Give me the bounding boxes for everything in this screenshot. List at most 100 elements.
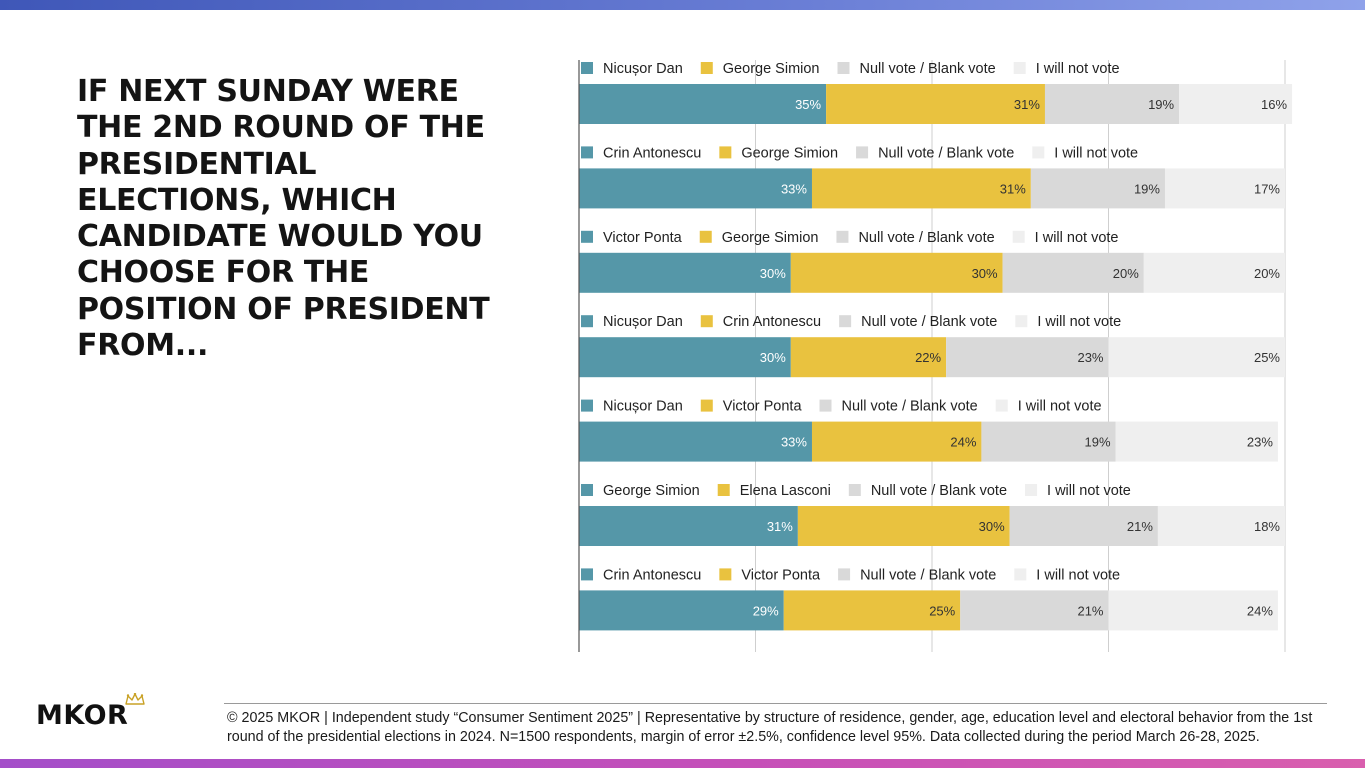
bar-segment <box>579 168 812 209</box>
legend-swatch <box>995 399 1008 412</box>
logo-text: MKOR <box>36 700 129 731</box>
legend-label: Crin Antonescu <box>723 314 821 330</box>
legend-swatch <box>838 568 851 581</box>
legend-label: Null vote / Blank vote <box>878 145 1014 161</box>
data-label: 16% <box>1261 97 1287 112</box>
bar-group: Nicușor Dan Crin Antonescu Null vote / Bla… <box>579 314 1285 378</box>
bar-segment <box>811 421 982 462</box>
legend-swatch <box>719 146 732 159</box>
bottom-accent-bar <box>0 759 1365 768</box>
legend-swatch <box>717 484 730 496</box>
legend-swatch <box>581 62 593 74</box>
legend-label: Crin Antonescu <box>603 145 701 161</box>
legend-label: Nicușor Dan <box>603 61 683 77</box>
data-label: 23% <box>1247 435 1273 450</box>
legend-swatch <box>581 315 593 328</box>
bar-segment <box>826 84 1045 124</box>
legend-swatch <box>819 399 832 412</box>
legend-label: I will not vote <box>1054 145 1138 161</box>
bar-segment <box>1157 506 1285 546</box>
legend-swatch <box>581 146 593 159</box>
legend-swatch <box>1013 62 1026 74</box>
bar-segment <box>1115 421 1278 462</box>
legend-label: Victor Ponta <box>723 399 803 415</box>
data-label: 24% <box>950 435 976 450</box>
data-label: 19% <box>1148 97 1174 112</box>
legend-swatch <box>856 146 869 159</box>
bar-segment <box>783 590 961 631</box>
legend-label: George Simion <box>741 145 838 161</box>
bar-segment <box>790 252 1003 293</box>
bar-segment <box>1044 84 1180 124</box>
legend-label: I will not vote <box>1047 483 1131 499</box>
legend-label: Nicușor Dan <box>603 314 683 330</box>
bar-segment <box>1108 337 1285 378</box>
legend-swatch <box>699 230 712 243</box>
bar-group: Nicușor Dan George Simion Null vote / Blan… <box>579 61 1293 124</box>
legend-swatch <box>581 399 593 412</box>
top-accent-bar <box>0 0 1365 10</box>
legend-label: Victor Ponta <box>603 230 683 246</box>
legend-label: Null vote / Blank vote <box>842 399 978 415</box>
crown-icon <box>125 693 145 705</box>
legend-label: Null vote / Blank vote <box>858 230 994 246</box>
data-label: 20% <box>1113 266 1139 281</box>
legend-label: Null vote / Blank vote <box>860 567 996 583</box>
bar-segment <box>1108 590 1278 631</box>
data-label: 33% <box>781 435 807 450</box>
data-label: 29% <box>753 603 779 618</box>
bar-segment <box>981 421 1116 462</box>
legend-swatch <box>839 315 852 328</box>
data-label: 19% <box>1085 435 1111 450</box>
legend-label: George Simion <box>723 61 820 77</box>
data-label: 19% <box>1134 181 1160 196</box>
legend-swatch <box>1025 484 1038 496</box>
data-label: 21% <box>1077 603 1103 618</box>
legend-swatch <box>581 568 593 581</box>
bar-segment <box>790 337 947 378</box>
bar-segment <box>1179 84 1293 124</box>
bar-segment <box>579 252 791 293</box>
legend-swatch <box>1015 315 1028 328</box>
bar-segment <box>946 337 1109 378</box>
footer-divider <box>224 703 1327 704</box>
bar-group: George Simion Elena Lasconi Null vote / Bl… <box>579 483 1285 546</box>
bar-segment <box>1030 168 1165 209</box>
legend-label: Null vote / Blank vote <box>861 314 997 330</box>
data-label: 31% <box>767 519 793 534</box>
bar-segment <box>960 590 1109 631</box>
data-label: 31% <box>1014 97 1040 112</box>
legend-swatch <box>700 62 713 74</box>
legend-label: Null vote / Blank vote <box>871 483 1007 499</box>
data-label: 25% <box>1254 350 1280 365</box>
data-label: 20% <box>1254 266 1280 281</box>
legend-label: I will not vote <box>1036 567 1120 583</box>
bar-segment <box>579 590 784 631</box>
legend-label: George Simion <box>722 230 819 246</box>
data-label: 30% <box>972 266 998 281</box>
bar-segment <box>811 168 1031 209</box>
bar-group: Crin Antonescu Victor Ponta Null vote / Bl… <box>579 567 1278 631</box>
legend-label: Nicușor Dan <box>603 399 683 415</box>
bar-group: Crin Antonescu George Simion Null vote / B… <box>579 145 1285 209</box>
data-label: 23% <box>1077 350 1103 365</box>
legend-label: George Simion <box>603 483 700 499</box>
footer-methodology-note: © 2025 MKOR | Independent study “Consume… <box>227 710 1313 745</box>
bar-group: Nicușor Dan Victor Ponta Null vote / Blank… <box>579 399 1278 462</box>
bar-segment <box>579 84 827 124</box>
legend-swatch <box>1012 230 1025 243</box>
legend-swatch <box>581 484 593 496</box>
data-label: 25% <box>929 603 955 618</box>
data-label: 30% <box>760 266 786 281</box>
bar-segment <box>1143 252 1285 293</box>
legend-label: I will not vote <box>1036 61 1120 77</box>
legend-swatch <box>700 315 713 328</box>
legend-label: Crin Antonescu <box>603 567 701 583</box>
question-title: IF NEXT SUNDAY WERE THE 2ND ROUND OF THE… <box>77 74 490 364</box>
data-label: 30% <box>979 519 1005 534</box>
legend-swatch <box>1014 568 1027 581</box>
runoff-chart: Nicușor Dan George Simion Null vote / Blan… <box>560 50 1320 660</box>
legend-label: I will not vote <box>1035 230 1119 246</box>
bar-segment <box>797 506 1010 546</box>
legend-swatch <box>836 230 849 243</box>
